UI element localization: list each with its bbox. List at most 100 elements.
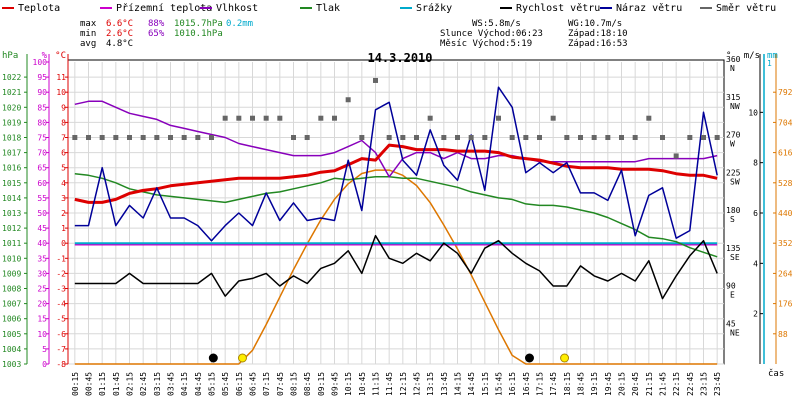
- chart-legend: Teplota Přízemní teplota Vlhkost Tlak Sr…: [0, 0, 800, 16]
- wind-direction-point: [291, 135, 296, 140]
- x-tick-label: 02:15: [126, 372, 135, 396]
- series-layer: [72, 77, 720, 365]
- legend-swatch: [200, 7, 212, 9]
- legend-label: Rychlost větru: [516, 3, 601, 14]
- wind-direction-point: [496, 115, 501, 121]
- direction-tick-label: 135: [726, 244, 741, 253]
- wm2-tick-label: 352: [778, 239, 793, 248]
- x-tick-label: 21:15: [645, 372, 654, 396]
- legend-item-teplota: Teplota: [2, 3, 60, 14]
- moonrise-marker: [208, 353, 218, 363]
- stat-max-press: 1015.7hPa: [174, 19, 223, 29]
- grid: [67, 59, 725, 365]
- sunset-marker: [560, 353, 570, 363]
- wind-direction-point: [304, 135, 310, 140]
- wind-direction-point: [99, 135, 105, 140]
- legend-label: Vlhkost: [216, 3, 259, 14]
- wind-direction-point: [86, 135, 91, 140]
- legend-item-smer-vetru: Směr větru: [700, 3, 776, 14]
- direction-tick-label: 90: [726, 282, 736, 291]
- direction-tick-label: 45: [726, 319, 736, 328]
- wind-direction-point: [236, 115, 242, 121]
- direction-axis-title: °: [726, 51, 731, 61]
- percent-tick-label: 50: [37, 209, 47, 218]
- stat-max-hum: 88%: [148, 19, 165, 29]
- celsius-tick-label: 11: [56, 73, 66, 82]
- x-tick-label: 20:45: [631, 372, 640, 396]
- stat-min-hum: 65%: [148, 29, 165, 39]
- wind-direction-point: [168, 135, 173, 140]
- wind-direction-point: [72, 135, 78, 140]
- legend-label: Přízemní teplota: [116, 3, 213, 14]
- wind-direction-point: [660, 135, 665, 140]
- series-naraz-vetru: [74, 86, 718, 242]
- percent-tick-label: 5: [42, 345, 47, 354]
- x-tick-label: 12:45: [413, 372, 422, 396]
- celsius-tick-label: 8: [61, 118, 66, 127]
- x-tick-label: 19:45: [604, 372, 613, 396]
- legend-item-prizemni-teplota: Přízemní teplota: [100, 3, 212, 14]
- hpa-tick-label: 1008: [2, 285, 21, 294]
- sun-set-info: Západ:18:10: [568, 29, 628, 39]
- wind-direction-point: [332, 115, 337, 121]
- wind-direction-point: [468, 135, 474, 140]
- wind-direction-point: [578, 135, 583, 140]
- x-tick-label: 09:45: [331, 372, 340, 396]
- series-vlhkost: [74, 100, 718, 178]
- x-tick-label: 13:15: [426, 372, 435, 396]
- chart-title: 14.3.2010: [367, 51, 432, 65]
- celsius-tick-label: 5: [61, 164, 66, 173]
- percent-tick-label: 80: [37, 118, 47, 127]
- mm-axis-title: mm: [767, 51, 778, 61]
- percent-tick-label: 25: [37, 285, 47, 294]
- x-tick-label: 07:15: [262, 372, 271, 396]
- x-tick-label: 21:45: [659, 372, 668, 396]
- direction-compass-label: NE: [730, 328, 740, 337]
- x-tick-label: 00:45: [85, 372, 94, 396]
- wind-direction-point: [509, 135, 515, 140]
- legend-swatch: [600, 7, 612, 9]
- x-tick-label: 11:15: [372, 372, 381, 396]
- wind-direction-point: [646, 115, 652, 121]
- x-tick-label: 16:45: [522, 372, 531, 396]
- celsius-tick-label: -4: [56, 300, 66, 309]
- celsius-tick-label: -2: [56, 269, 66, 278]
- percent-tick-label: 90: [37, 88, 47, 97]
- wm2-tick-label: 88: [778, 330, 788, 339]
- x-tick-label: 10:15: [344, 372, 353, 396]
- x-tick-label: 06:15: [235, 372, 244, 396]
- hpa-tick-label: 1018: [2, 134, 21, 143]
- percent-axis-title: %: [42, 51, 48, 61]
- x-tick-label: 18:45: [577, 372, 586, 396]
- hpa-tick-label: 1014: [2, 194, 21, 203]
- percent-tick-label: 45: [37, 224, 47, 233]
- moon-set-info: Západ:16:53: [568, 39, 628, 49]
- x-tick-label: 19:15: [590, 372, 599, 396]
- direction-compass-label: W: [730, 140, 735, 149]
- legend-label: Směr větru: [716, 3, 777, 14]
- wm2-tick-label: 176: [778, 300, 793, 309]
- wm2-tick-label: 616: [778, 149, 793, 158]
- x-tick-label: 18:15: [563, 372, 572, 396]
- direction-compass-label: E: [730, 291, 735, 300]
- celsius-tick-label: 0: [61, 239, 66, 248]
- wind-speed-info: WS:5.8m/s: [472, 19, 521, 29]
- percent-tick-label: 0: [42, 360, 47, 369]
- wind-direction-point: [359, 135, 365, 140]
- stat-max-temp: 6.6°C: [106, 19, 134, 29]
- legend-swatch: [100, 7, 112, 9]
- wind-direction-point: [591, 135, 597, 140]
- direction-compass-label: N: [730, 64, 735, 73]
- wind-direction-point: [714, 135, 720, 140]
- wind-direction-point: [673, 153, 679, 159]
- percent-tick-label: 15: [37, 315, 47, 324]
- celsius-axis-title: °C: [55, 51, 66, 61]
- percent-tick-label: 30: [37, 269, 47, 278]
- wm2-tick-label: 792: [778, 88, 793, 97]
- wm2-tick-label: 528: [778, 179, 793, 188]
- legend-swatch: [2, 7, 14, 9]
- hpa-tick-label: 1006: [2, 315, 21, 324]
- x-tick-label: 05:45: [221, 372, 230, 396]
- wind-direction-point: [482, 135, 488, 140]
- celsius-tick-label: -6: [56, 330, 66, 339]
